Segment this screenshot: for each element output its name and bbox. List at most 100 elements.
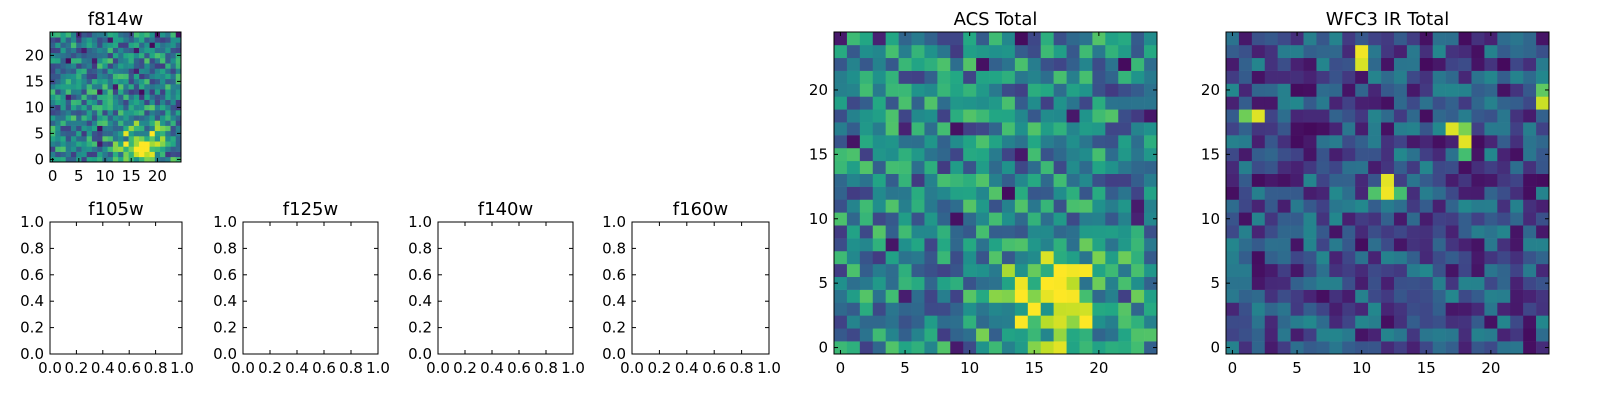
heatmap-cell	[1040, 135, 1054, 149]
heatmap-cell	[55, 156, 61, 163]
heatmap-cell	[1342, 199, 1356, 213]
heatmap-cell	[976, 32, 990, 46]
heatmap-cell	[1066, 238, 1080, 252]
heatmap-cells	[50, 32, 182, 163]
heatmap-cell	[123, 151, 129, 158]
heatmap-cell	[1368, 315, 1382, 329]
heatmap-cell	[91, 47, 98, 54]
heatmap-cell	[872, 315, 886, 329]
heatmap-cell	[1510, 276, 1524, 290]
heatmap-cell	[898, 199, 912, 213]
heatmap-cell	[149, 156, 156, 163]
heatmap-cell	[1079, 186, 1093, 200]
heatmap-cell	[60, 99, 67, 106]
heatmap-cell	[1355, 263, 1369, 278]
heatmap-cell	[1105, 238, 1119, 252]
heatmap-cell	[76, 99, 82, 106]
heatmap-cell	[128, 42, 135, 48]
heatmap-cell	[1432, 32, 1446, 46]
heatmap-cell	[149, 141, 156, 147]
heatmap-cell	[1497, 263, 1511, 278]
heatmap-cell	[1432, 147, 1446, 162]
heatmap-cell	[1536, 57, 1550, 71]
heatmap-cell	[1471, 341, 1485, 355]
heatmap-cell	[1277, 238, 1291, 252]
heatmap-cell	[123, 73, 129, 80]
heatmap-cell	[149, 146, 156, 152]
heatmap-cell	[60, 89, 67, 95]
heatmap-cell	[1066, 147, 1080, 162]
heatmap-cell	[1290, 238, 1304, 252]
heatmap-cell	[1393, 83, 1408, 97]
heatmap-cell	[898, 263, 912, 278]
heatmap-cell	[1238, 238, 1253, 252]
heatmap-cell	[1238, 122, 1253, 136]
heatmap-cell	[1381, 32, 1395, 46]
heatmap-cell	[1264, 173, 1278, 187]
heatmap-cell	[1471, 96, 1485, 110]
heatmap-cell	[1523, 302, 1537, 316]
heatmap-cell	[1144, 302, 1158, 316]
heatmap-cell	[898, 186, 912, 200]
heatmap-cell	[1510, 225, 1524, 239]
heatmap-cell	[50, 94, 56, 100]
heatmap-cell	[50, 125, 56, 132]
heatmap-cell	[1079, 289, 1093, 303]
heatmap-cell	[1027, 32, 1042, 46]
x-tick-label: 0.6	[702, 359, 726, 377]
heatmap-cell	[1458, 32, 1472, 46]
heatmap-cell	[1381, 341, 1395, 355]
heatmap-cell	[1131, 315, 1145, 329]
heatmap-cell	[1053, 57, 1067, 71]
heatmap-cell	[1118, 238, 1132, 252]
y-tick-label: 0	[1210, 339, 1220, 357]
heatmap-cell	[1092, 173, 1106, 187]
heatmap-cell	[123, 42, 129, 48]
heatmap-cell	[1027, 57, 1042, 71]
heatmap-cell	[1001, 173, 1016, 187]
heatmap-cell	[989, 83, 1003, 97]
heatmap-cell	[1092, 186, 1106, 200]
heatmap-cell	[1053, 96, 1067, 110]
heatmap-cell	[60, 120, 67, 126]
heatmap-cell	[1458, 160, 1472, 174]
heatmap-cell	[160, 136, 166, 142]
heatmap-cell	[76, 68, 82, 74]
heatmap-cell	[1264, 186, 1278, 200]
heatmap-cell	[1079, 135, 1093, 149]
heatmap-cell	[872, 225, 886, 239]
heatmap-cell	[1001, 135, 1016, 149]
heatmap-cell	[1368, 276, 1382, 290]
heatmap-cell	[872, 147, 886, 162]
heatmap-cell	[1432, 212, 1446, 226]
heatmap-cell	[175, 146, 182, 152]
y-tick-label: 0.8	[20, 239, 44, 257]
heatmap-cell	[963, 83, 977, 97]
heatmap-cell	[963, 32, 977, 46]
heatmap-cell	[1226, 212, 1240, 226]
heatmap-cell	[1226, 199, 1240, 213]
heatmap-cell	[1316, 199, 1330, 213]
heatmap-cell	[1316, 96, 1330, 110]
heatmap-cell	[81, 156, 87, 163]
x-tick-label: 0.4	[675, 359, 699, 377]
heatmap-cell	[1536, 173, 1550, 187]
heatmap-cell	[107, 89, 114, 95]
heatmap-cell	[1445, 328, 1459, 342]
heatmap-cell	[107, 68, 114, 74]
heatmap-cell	[1226, 57, 1240, 71]
heatmap-cell	[76, 63, 82, 69]
heatmap-cell	[950, 328, 964, 342]
x-tick-label: 0.6	[507, 359, 531, 377]
y-tick-label: 20	[25, 46, 44, 64]
heatmap-cell	[950, 160, 964, 174]
heatmap-cell	[81, 47, 87, 54]
heatmap-cell	[60, 42, 67, 48]
heatmap-cell	[846, 32, 861, 46]
heatmap-cell	[1523, 276, 1537, 290]
heatmap-cell	[846, 57, 861, 71]
heatmap-cell	[175, 89, 182, 95]
heatmap-cell	[1355, 276, 1369, 290]
heatmap-cell	[976, 199, 990, 213]
heatmap-cell	[937, 96, 951, 110]
